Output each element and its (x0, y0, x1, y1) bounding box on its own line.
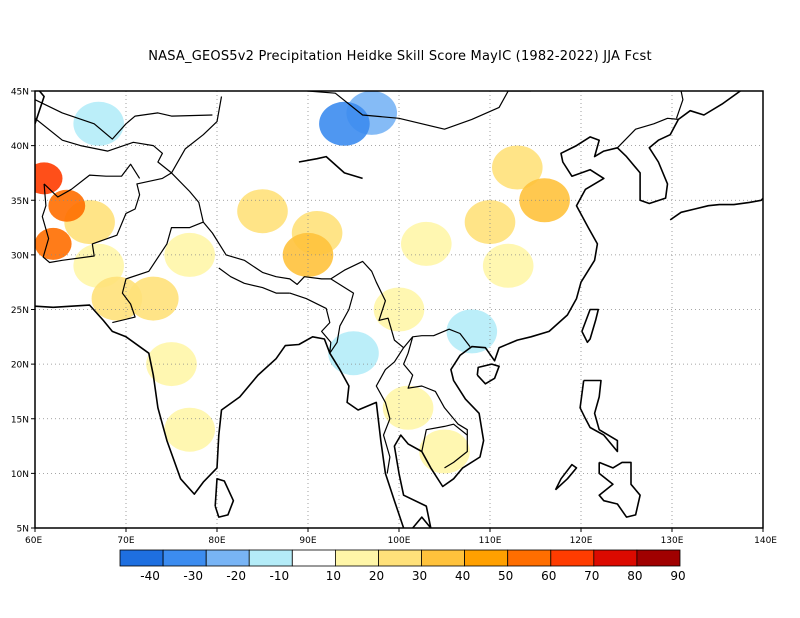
border-china-north-korea (616, 117, 679, 149)
coastline-taiwan (581, 308, 600, 344)
coastline-hainan (476, 363, 500, 385)
border-india-china (202, 221, 471, 349)
lat-tick-label: 35N (11, 197, 29, 207)
colorbar-swatch (593, 549, 638, 567)
score-region (164, 232, 215, 277)
lat-tick-label: 10N (11, 470, 29, 480)
score-region (237, 189, 288, 234)
score-region (564, 396, 616, 441)
colorbar-swatch (507, 549, 552, 567)
colorbar-label: -40 (140, 569, 160, 583)
lat-tick-label: 45N (11, 88, 29, 98)
lat-tick-label: 20N (11, 361, 29, 371)
colorbar-swatch (205, 549, 250, 567)
border-iran-afghanistan (41, 172, 172, 264)
score-region (419, 429, 470, 474)
colorbar-swatch (248, 549, 293, 567)
coastline-palawan (554, 463, 578, 491)
lat-tick-label: 40N (11, 142, 29, 152)
colorbar-swatch (162, 549, 207, 567)
lat-tick-label: 15N (11, 415, 29, 425)
score-region (482, 243, 534, 288)
border-kazakhstan-south (35, 99, 213, 140)
coastline-arabian-india (35, 304, 405, 528)
score-region (401, 221, 452, 266)
score-region (164, 407, 215, 452)
score-region (328, 331, 379, 376)
lon-tick-label: 90E (299, 536, 316, 546)
border-myanmar-thailand (375, 347, 405, 474)
lon-tick-label: 110E (479, 536, 502, 546)
colorbar-label: -20 (226, 569, 246, 583)
colorbar-label: 10 (326, 569, 341, 583)
score-region (464, 200, 516, 245)
colorbar-label: 90 (670, 569, 685, 583)
score-region (519, 178, 570, 223)
lat-tick-label: 30N (11, 251, 29, 261)
skill-score-field (35, 91, 616, 474)
border-china-russia-east (675, 91, 684, 119)
score-region (35, 227, 72, 260)
score-region (446, 309, 498, 354)
coastline-bohai-lake (298, 155, 363, 180)
colorbar-label: 70 (584, 569, 599, 583)
score-region (492, 145, 543, 190)
lon-tick-label: 100E (388, 536, 411, 546)
border-myanmar-india (329, 278, 355, 354)
coastlines-and-borders (35, 91, 763, 528)
colorbar-swatch (464, 549, 509, 567)
score-region (128, 276, 179, 321)
border-laos-vietnam (403, 336, 468, 469)
lon-tick-label: 70E (117, 536, 134, 546)
colorbar: -40 -30 -20 -10 10 20 30 40 50 60 70 80 90 (119, 549, 686, 583)
colorbar-label: 30 (412, 569, 427, 583)
coastline-japan (669, 197, 763, 221)
coastline-sri-lanka (214, 478, 235, 518)
colorbar-swatch (636, 549, 681, 567)
lat-tick-label: 5N (17, 525, 29, 535)
score-region (91, 276, 143, 321)
coastline-caspian (35, 91, 45, 125)
colorbar-swatch (550, 549, 595, 567)
colorbar-swatch (378, 549, 422, 567)
lon-tick-label: 120E (570, 536, 593, 546)
border-afghanistan-north (43, 163, 141, 198)
score-region (35, 162, 63, 195)
score-region (48, 189, 86, 222)
score-region (319, 101, 370, 146)
border-thailand-cambodia (421, 423, 468, 452)
colorbar-label: -30 (183, 569, 203, 583)
map-axes: 60E 70E 80E 90E 100E 110E 120E 130E 140E 5N 10N 15N… (11, 88, 777, 547)
border-bangladesh (289, 292, 332, 354)
colorbar-swatch (119, 549, 164, 567)
lon-tick-label: 140E (754, 536, 777, 546)
border-nepal-south (218, 267, 290, 294)
score-region (382, 385, 434, 430)
colorbar-swatch (421, 549, 465, 567)
colorbar-label: 40 (455, 569, 470, 583)
border-central-asia (35, 96, 223, 174)
border-china-mongolia (307, 91, 531, 130)
map-title: NASA_GEOS5v2 Precipitation Heidke Skill … (148, 49, 652, 64)
lon-tick-label: 80E (208, 536, 225, 546)
colorbar-label: 60 (541, 569, 556, 583)
colorbar-label: -10 (269, 569, 289, 583)
coastline-philippines-south (598, 461, 641, 518)
lat-tick-label: 25N (11, 306, 29, 316)
colorbar-label: 50 (498, 569, 513, 583)
border-pakistan-india (112, 172, 204, 324)
lon-tick-label: 60E (25, 536, 42, 546)
colorbar-swatch (291, 549, 336, 567)
colorbar-swatch (334, 549, 379, 567)
coastline-luzon (579, 379, 619, 453)
lon-tick-label: 130E (661, 536, 684, 546)
coastline-gulf-of-thailand (393, 91, 741, 528)
colorbar-label: 20 (369, 569, 384, 583)
score-region (73, 101, 124, 146)
colorbar-label: 80 (627, 569, 642, 583)
